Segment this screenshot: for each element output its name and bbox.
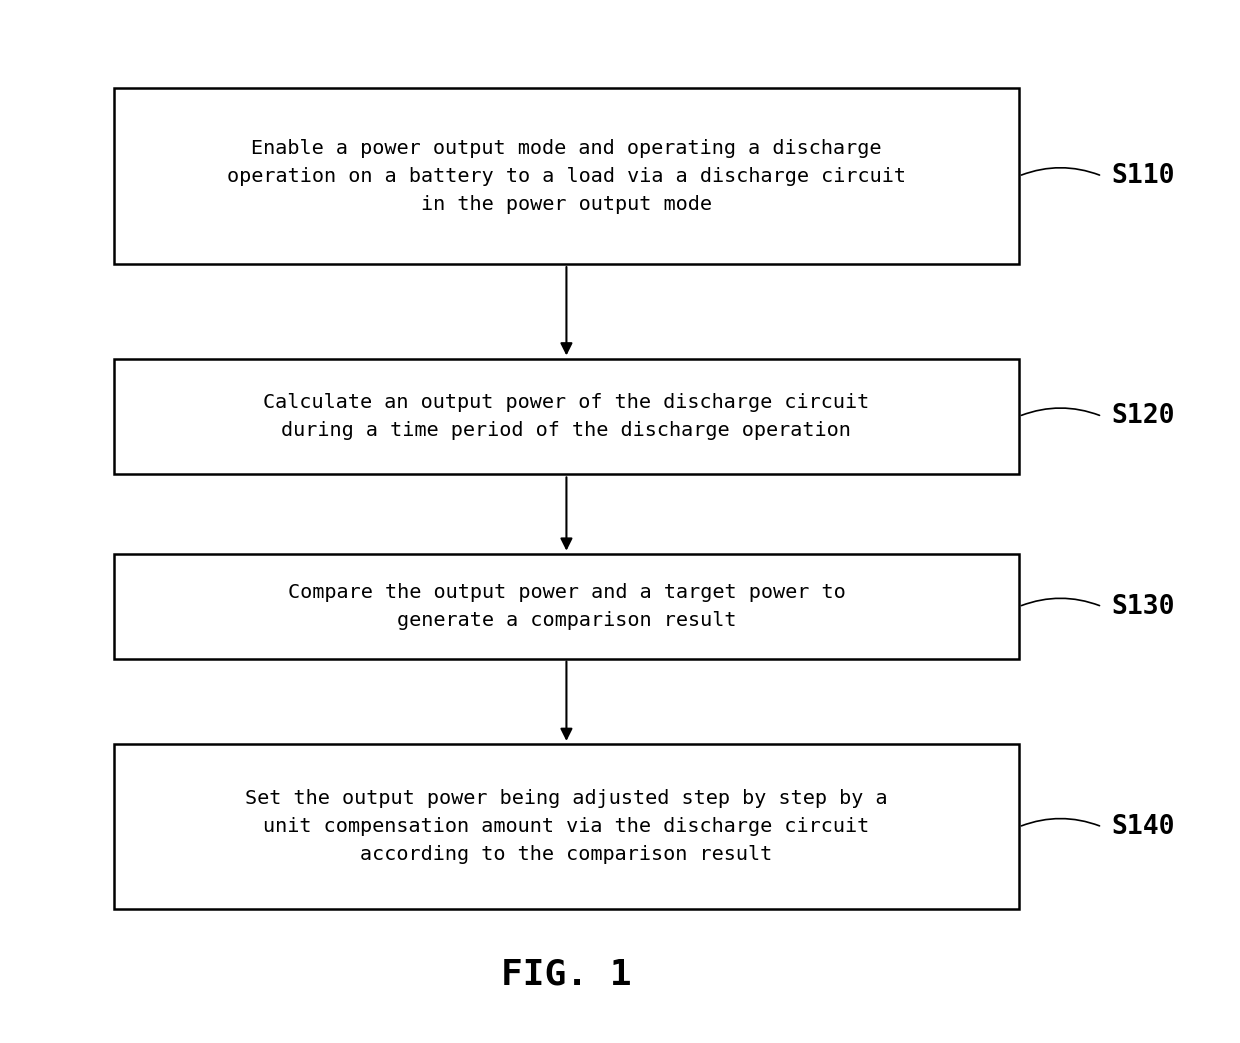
Text: S140: S140 xyxy=(1111,814,1176,840)
Bar xyxy=(114,359,1019,474)
Text: Compare the output power and a target power to
generate a comparison result: Compare the output power and a target po… xyxy=(288,583,846,630)
Bar xyxy=(114,554,1019,659)
Text: Calculate an output power of the discharge circuit
during a time period of the d: Calculate an output power of the dischar… xyxy=(263,393,869,440)
Bar xyxy=(114,745,1019,909)
Text: S120: S120 xyxy=(1111,404,1176,430)
Text: Set the output power being adjusted step by step by a
unit compensation amount v: Set the output power being adjusted step… xyxy=(246,790,888,865)
Text: S110: S110 xyxy=(1111,163,1176,189)
Bar xyxy=(114,89,1019,264)
Text: FIG. 1: FIG. 1 xyxy=(501,957,631,991)
Text: Enable a power output mode and operating a discharge
operation on a battery to a: Enable a power output mode and operating… xyxy=(227,139,906,214)
Text: S130: S130 xyxy=(1111,593,1176,620)
